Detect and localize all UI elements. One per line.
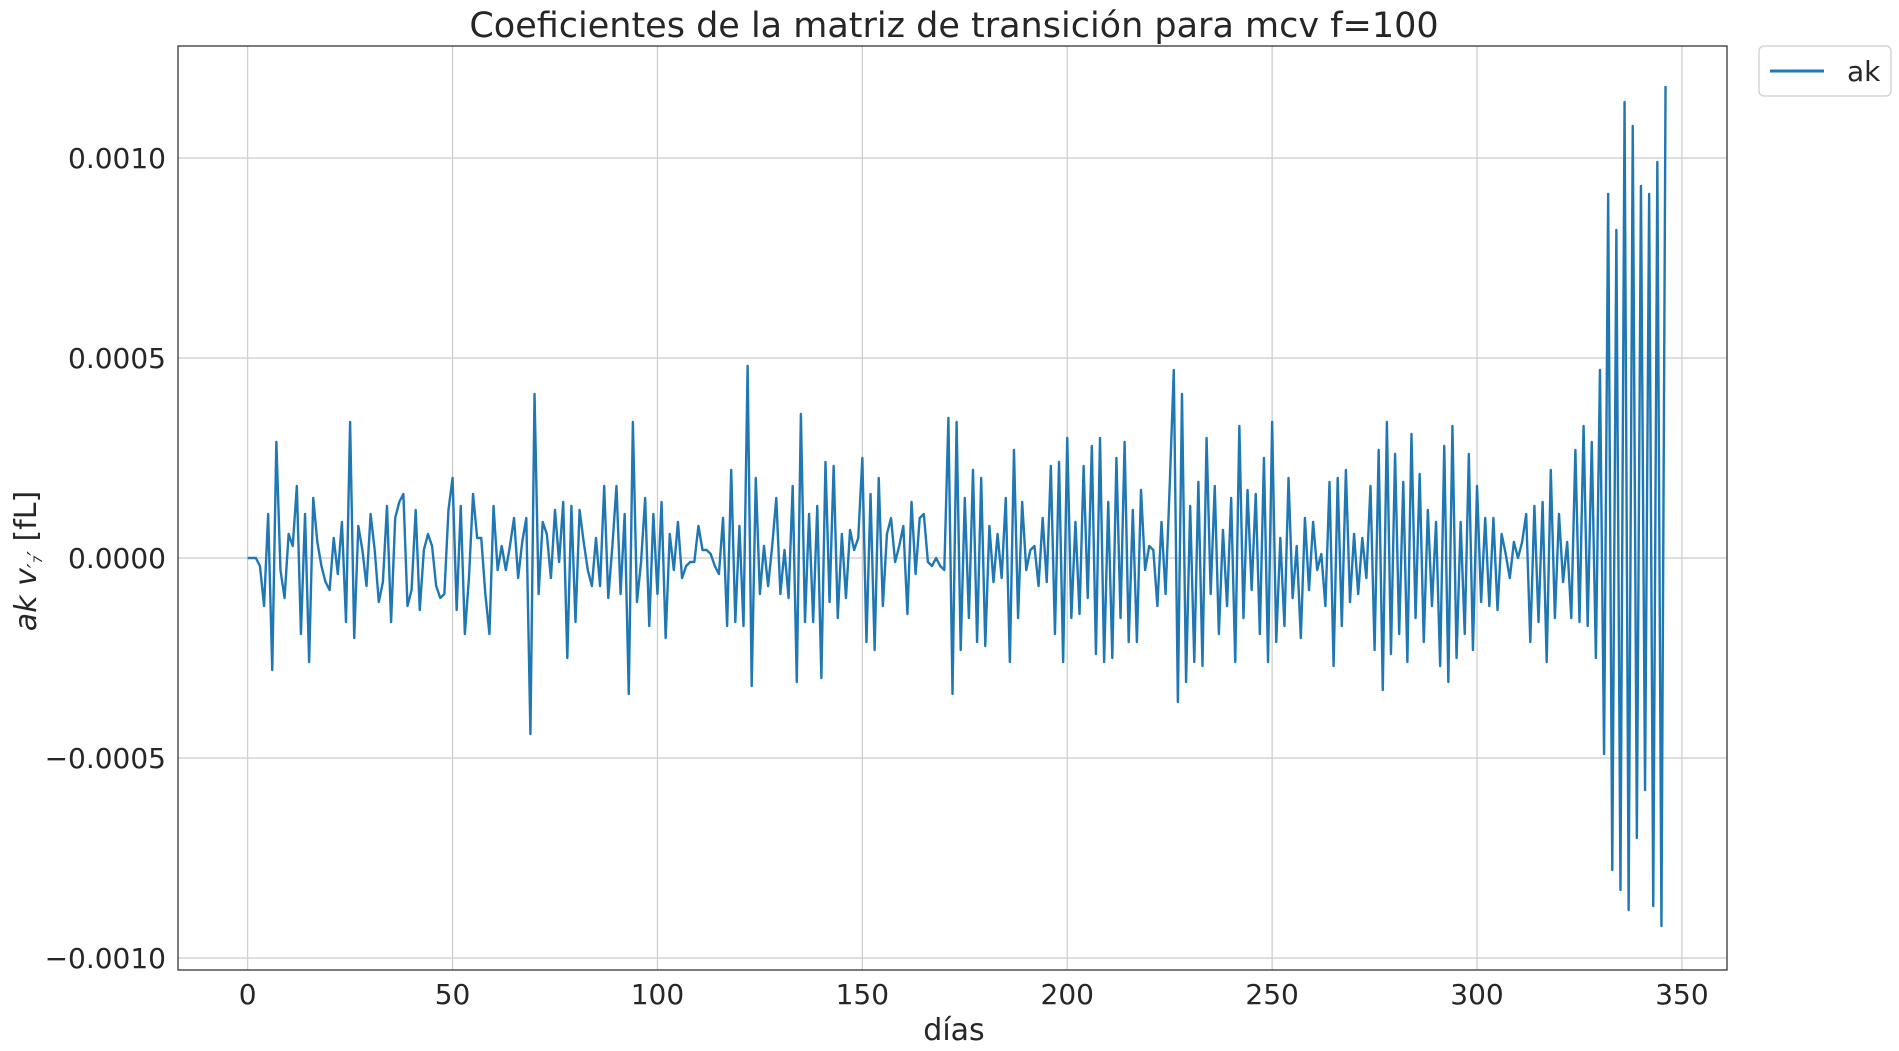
x-tick-label: 0 <box>239 978 257 1011</box>
y-axis-title: ak v′₇′ [fL] <box>9 491 47 631</box>
x-tick-label: 100 <box>631 978 684 1011</box>
legend-label-ak: ak <box>1847 55 1881 88</box>
x-tick-label: 150 <box>836 978 889 1011</box>
y-tick-label: −0.0010 <box>45 942 166 975</box>
x-axis-ticks: 0 50 100 150 200 250 300 350 <box>239 978 1709 1011</box>
y-tick-label: 0.0000 <box>68 542 166 575</box>
y-axis-title-subscript: ′₇′ <box>23 551 47 569</box>
legend: ak <box>1758 45 1892 97</box>
series-layer <box>247 85 1667 928</box>
x-tick-label: 300 <box>1450 978 1503 1011</box>
chart-title: Coeficientes de la matriz de transición … <box>469 6 1438 46</box>
x-tick-label: 250 <box>1245 978 1298 1011</box>
y-tick-label: 0.0005 <box>68 342 166 375</box>
y-axis-title-variable: ak v <box>9 567 44 631</box>
y-axis-title-unit: [fL] <box>9 491 44 551</box>
x-tick-label: 50 <box>435 978 471 1011</box>
plot-area-frame <box>177 45 1728 971</box>
y-tick-label: 0.0010 <box>68 142 166 175</box>
legend-frame <box>1758 45 1892 97</box>
y-tick-label: −0.0005 <box>45 742 166 775</box>
x-tick-label: 350 <box>1655 978 1708 1011</box>
y-axis-ticks: −0.0010 −0.0005 0.0000 0.0005 0.0010 <box>45 142 166 975</box>
x-tick-label: 200 <box>1041 978 1094 1011</box>
series-line-ak <box>247 85 1667 928</box>
x-axis-title: días <box>923 1013 984 1048</box>
